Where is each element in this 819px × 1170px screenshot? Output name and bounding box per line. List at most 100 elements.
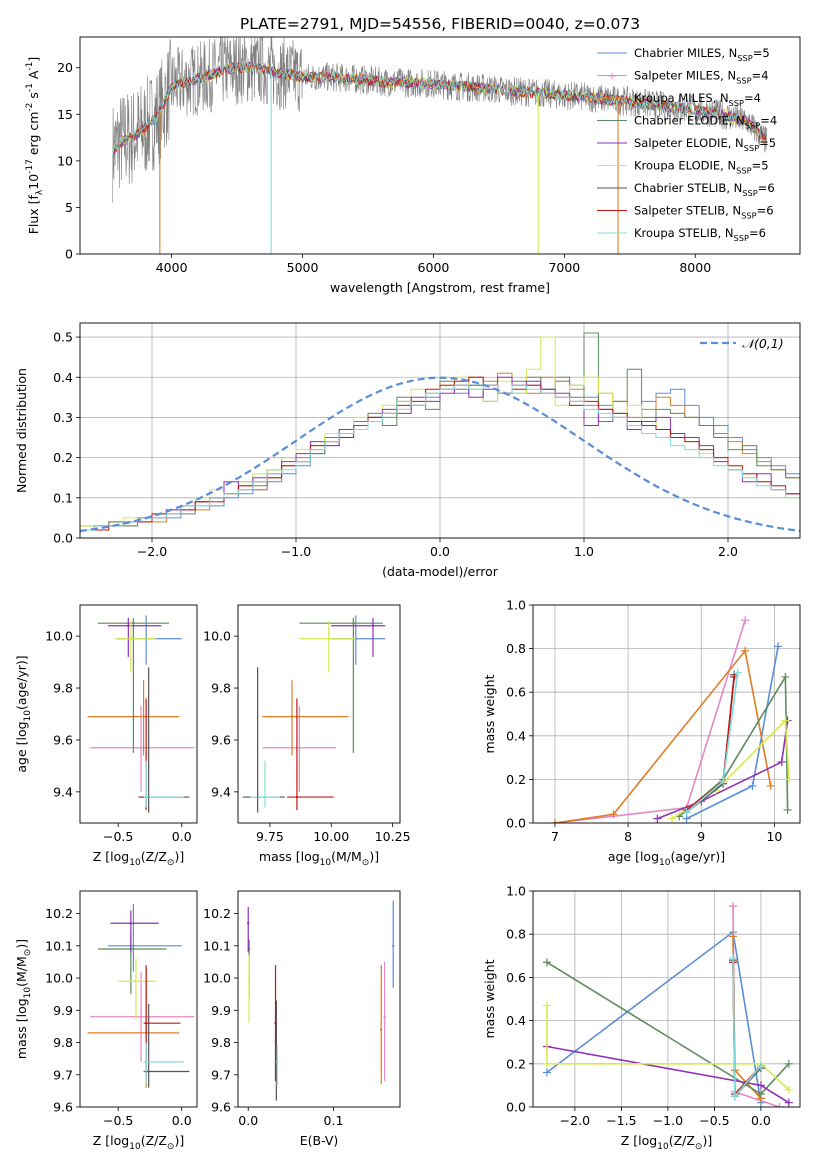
x-axis-label: (data-model)/error [382,564,499,579]
x-tick-label: 1.0 [574,544,594,559]
data-point [132,944,135,948]
data-point [139,1015,143,1018]
x-tick-label: 0.0 [751,1113,771,1128]
x-axis-label: wavelength [Angstrom, rest frame] [330,280,550,295]
plus-marker [784,1059,793,1068]
y-tick-label: 9.8 [211,681,231,696]
y-tick-label: 0.0 [506,816,526,831]
data-point [290,715,294,718]
plus-marker [741,616,750,625]
y-tick-label: 0.8 [506,927,526,942]
plus-marker [729,902,738,911]
data-point [327,637,331,640]
y-tick-label: 0.0 [53,531,73,546]
data-point [263,795,267,799]
data-point [383,1015,386,1018]
y-tick-label: 0.8 [506,641,526,656]
x-tick-label: −0.5 [103,829,133,844]
histogram-step [80,384,800,538]
legend-label: Kroupa ELODIE, NSSP=5 [634,159,769,176]
y-tick-label: 0.2 [506,1056,526,1071]
x-tick-label: 4000 [156,260,188,275]
plus-marker [667,814,676,823]
plus-marker [784,1085,793,1094]
y-tick-label: 9.4 [53,784,73,799]
histogram-step [80,372,800,538]
plus-marker [766,781,775,790]
y-tick-label: 0.6 [506,685,526,700]
legend-label: Salpeter STELIB, NSSP=6 [634,204,774,221]
mass-weight-line [554,620,746,823]
x-tick-label: 10.00 [313,829,349,844]
plus-marker [777,757,786,766]
massweight-vs-Z-panel: −2.0 −1.5 −1.0 −0.5 0.0 0.0 0.2 0.4 0.6 0.8 1.0 Z [… [482,884,801,1152]
massweight-vs-Z-plot-area [542,902,793,1107]
x-tick-label: 2.0 [718,544,738,559]
y-tick-label: 10.2 [45,906,73,921]
y-tick-label: 9.4 [211,784,231,799]
x-tick-label: 7 [551,829,559,844]
y-tick-label: 0.2 [53,450,73,465]
legend-label: Kroupa STELIB, NSSP=6 [634,226,766,243]
y-tick-label: 0.0 [506,1100,526,1115]
legend-label: Chabrier MILES, NSSP=5 [634,46,770,63]
plus-marker [730,1092,739,1101]
x-tick-label: −2.0 [560,1113,590,1128]
y-axis-label: mass weight [482,674,497,753]
legend-label: Chabrier ELODIE, NSSP=4 [634,114,777,131]
x-tick-label: 0.0 [172,829,192,844]
y-tick-label: 15 [57,107,73,122]
x-axis-label: mass [log10(M/M⊙)] [259,849,379,868]
y-tick-label: 5 [65,200,73,215]
plus-marker [542,1001,551,1010]
data-point [147,1070,150,1073]
figure-title: PLATE=2791, MJD=54556, FIBERID=0040, z=0… [240,15,640,33]
residuals-plot-area [80,332,800,538]
mass-vs-EBV-plot-area [247,900,395,1101]
data-point [139,746,143,749]
massweight-vs-age-panel: 7 8 9 10 0.0 0.2 0.4 0.6 0.8 1.0 age [log10(age/yr… [482,598,801,868]
mass-weight-line [546,1005,790,1091]
data-point [391,944,395,948]
axes-frame [532,890,801,1108]
axes-frame [79,604,198,824]
spectrum-legend: Chabrier MILES, NSSP=5 + Salpeter MILES, N… [597,46,777,243]
plus-marker [542,958,551,967]
axes-frame [79,36,801,255]
mass-weight-line [671,718,790,820]
plus-marker [783,805,792,814]
x-tick-label: 5000 [287,260,319,275]
plus-marker [542,1059,551,1068]
plus-marker [550,819,559,823]
plus-marker [682,808,691,817]
x-tick-label: −0.5 [103,1113,133,1128]
plus-marker [774,642,783,651]
y-tick-label: 10.0 [45,629,73,644]
histogram-step [80,380,800,538]
data-point [274,1021,277,1025]
plus-marker [781,716,790,725]
y-tick-label: 9.8 [53,1035,73,1050]
y-tick-label: 1.0 [506,884,526,899]
residuals-panel: −2.0 −1.0 0.0 1.0 2.0 0.0 0.1 0.2 0.3 0.4 0.5 (data… [14,322,801,579]
age-vs-mass-plot-area [242,615,386,813]
mass-vs-Z-plot-area [87,903,195,1088]
axes-frame [532,604,801,824]
data-point [144,1060,148,1064]
data-point [134,980,138,983]
x-tick-label: 6000 [418,260,450,275]
y-axis-label: age [log10(age/yr)] [14,655,33,772]
plus-marker [653,814,662,823]
x-tick-label: 0.0 [430,544,450,559]
data-point [247,922,250,925]
plus-marker [729,932,738,941]
y-tick-label: 9.8 [211,1035,231,1050]
plus-marker [784,1098,793,1107]
x-axis-label: E(B-V) [300,1133,339,1148]
y-tick-label: 1.0 [506,598,526,613]
plus-marker [719,777,728,786]
legend-label: Chabrier STELIB, NSSP=6 [634,181,775,198]
mass-weight-line [686,646,779,820]
y-tick-label: 0 [65,247,73,262]
age-vs-mass-panel: 9.75 10.00 10.25 9.4 9.6 9.8 10.0 mass [log10(M… [203,604,411,868]
